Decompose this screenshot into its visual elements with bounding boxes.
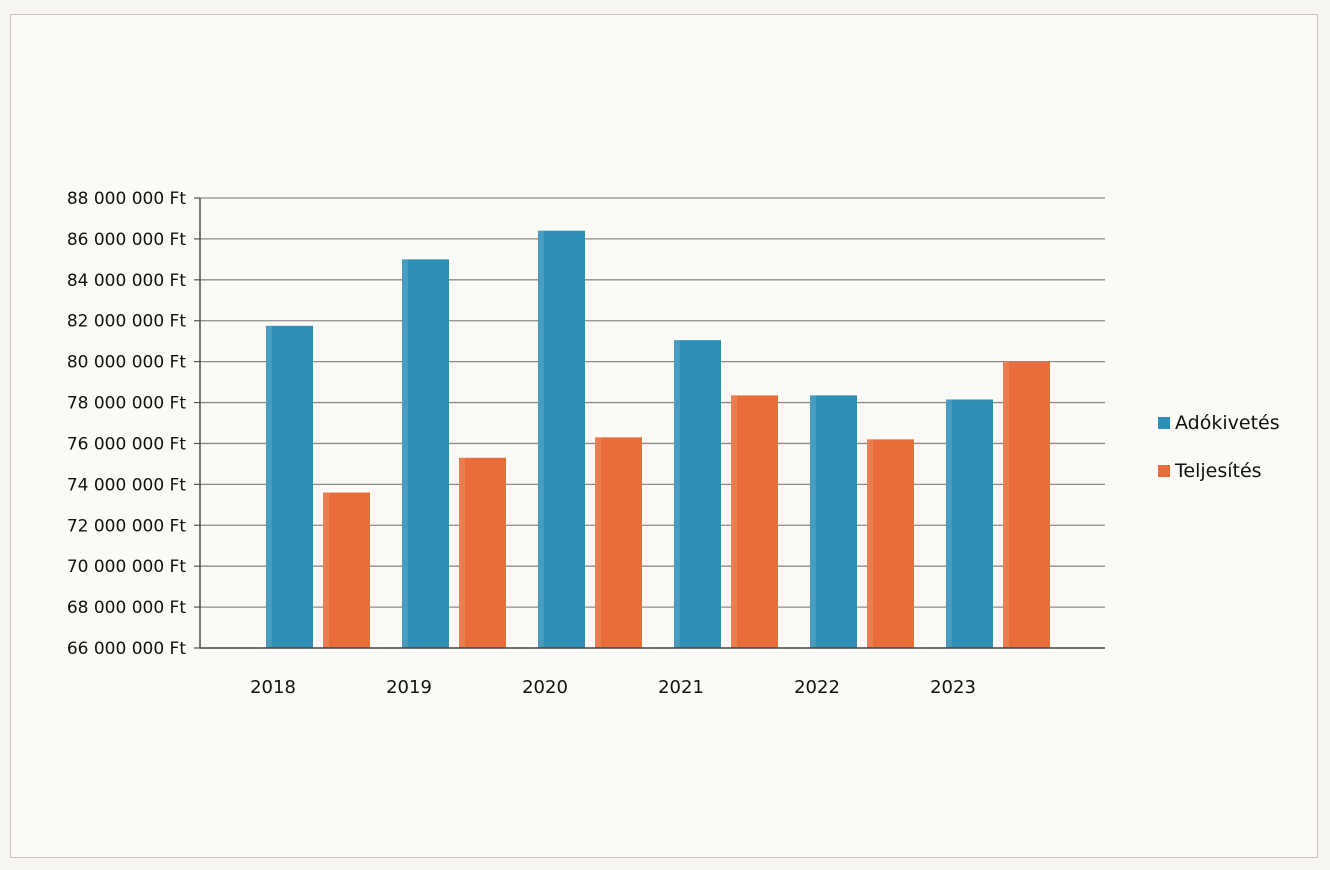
bar-ad-kivet-s-2022 xyxy=(810,395,857,648)
bar-highlight xyxy=(867,439,873,648)
y-tick-label: 70 000 000 Ft xyxy=(67,557,187,577)
y-tick-label: 66 000 000 Ft xyxy=(67,639,187,659)
bar-teljes-t-s-2020 xyxy=(595,437,642,648)
y-axis-ticks: 66 000 000 Ft 68 000 000 Ft 70 000 000 Ft 7… xyxy=(67,189,200,659)
bar-ad-kivet-s-2023 xyxy=(946,399,993,648)
y-tick-label: 86 000 000 Ft xyxy=(67,230,187,250)
bars xyxy=(266,230,1050,648)
chart-frame xyxy=(10,14,1318,858)
bar-highlight xyxy=(595,437,601,648)
legend-swatch-teljes-t-s xyxy=(1158,465,1170,477)
y-tick-label: 68 000 000 Ft xyxy=(67,598,187,618)
y-tick-label: 82 000 000 Ft xyxy=(67,312,187,332)
x-tick-label-2023: 2023 xyxy=(930,677,976,698)
bar-highlight xyxy=(674,340,680,648)
bar-highlight xyxy=(1003,361,1009,648)
bar-highlight xyxy=(402,259,408,648)
y-tick-label: 80 000 000 Ft xyxy=(67,353,187,373)
bar-highlight xyxy=(946,399,952,648)
y-tick-label: 72 000 000 Ft xyxy=(67,516,187,536)
bar-highlight xyxy=(266,325,272,648)
y-tick-label: 88 000 000 Ft xyxy=(67,189,187,209)
bar-ad-kivet-s-2018 xyxy=(266,325,313,648)
bar-ad-kivet-s-2021 xyxy=(674,340,721,648)
y-tick-label: 78 000 000 Ft xyxy=(67,394,187,414)
legend-label: Adókivetés xyxy=(1175,412,1280,434)
x-tick-label-2020: 2020 xyxy=(522,677,568,698)
bar-highlight xyxy=(323,492,329,648)
bar-teljes-t-s-2022 xyxy=(867,439,914,648)
legend: Adókivetés Teljesítés xyxy=(1158,412,1280,482)
bar-teljes-t-s-2023 xyxy=(1003,361,1050,648)
bar-teljes-t-s-2021 xyxy=(731,395,778,648)
x-axis-labels: 2018 2019 2020 2021 2022 2023 xyxy=(250,677,976,698)
y-tick-label: 76 000 000 Ft xyxy=(67,434,187,454)
bar-ad-kivet-s-2020 xyxy=(538,230,585,648)
legend-label: Teljesítés xyxy=(1174,460,1262,482)
y-tick-label: 74 000 000 Ft xyxy=(67,475,187,495)
x-tick-label-2021: 2021 xyxy=(658,677,704,698)
x-tick-label-2018: 2018 xyxy=(250,677,296,698)
axes xyxy=(199,198,1105,649)
bar-highlight xyxy=(538,230,544,648)
legend-swatch-ad-kivet-s xyxy=(1158,417,1170,429)
x-tick-label-2019: 2019 xyxy=(386,677,432,698)
bar-teljes-t-s-2018 xyxy=(323,492,370,648)
y-tick-label: 84 000 000 Ft xyxy=(67,271,187,291)
bar-teljes-t-s-2019 xyxy=(459,457,506,648)
bar-highlight xyxy=(459,457,465,648)
x-tick-label-2022: 2022 xyxy=(794,677,840,698)
bar-highlight xyxy=(731,395,737,648)
bar-ad-kivet-s-2019 xyxy=(402,259,449,648)
bar-highlight xyxy=(810,395,816,648)
